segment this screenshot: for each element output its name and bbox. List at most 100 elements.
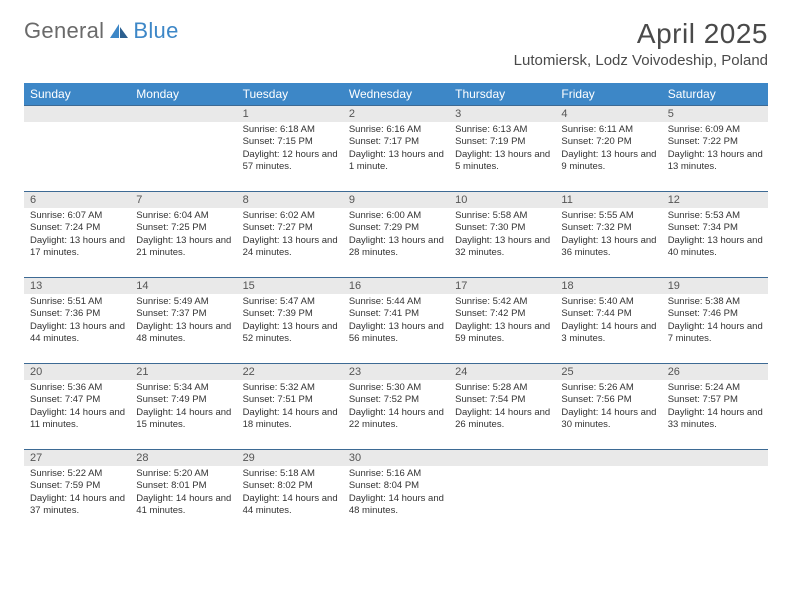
daylight-text: Daylight: 13 hours and 48 minutes. — [136, 321, 232, 346]
sunset-text: Sunset: 7:32 PM — [561, 222, 657, 234]
day-details — [662, 466, 768, 526]
logo-sail-icon — [108, 22, 130, 40]
calendar-day-cell: 5Sunrise: 6:09 AMSunset: 7:22 PMDaylight… — [662, 106, 768, 192]
calendar-day-cell — [662, 450, 768, 536]
daylight-text: Daylight: 14 hours and 30 minutes. — [561, 407, 657, 432]
calendar-day-cell — [449, 450, 555, 536]
sunset-text: Sunset: 7:37 PM — [136, 308, 232, 320]
sunset-text: Sunset: 7:52 PM — [349, 394, 445, 406]
day-details: Sunrise: 5:26 AMSunset: 7:56 PMDaylight:… — [555, 380, 661, 433]
sunrise-text: Sunrise: 5:26 AM — [561, 382, 657, 394]
calendar-day-cell: 3Sunrise: 6:13 AMSunset: 7:19 PMDaylight… — [449, 106, 555, 192]
sunrise-text: Sunrise: 5:49 AM — [136, 296, 232, 308]
calendar-day-cell: 18Sunrise: 5:40 AMSunset: 7:44 PMDayligh… — [555, 278, 661, 364]
calendar-table: Sunday Monday Tuesday Wednesday Thursday… — [24, 83, 768, 536]
sunset-text: Sunset: 7:15 PM — [243, 136, 339, 148]
sunrise-text: Sunrise: 6:07 AM — [30, 210, 126, 222]
sunrise-text: Sunrise: 6:13 AM — [455, 124, 551, 136]
calendar-week-row: 1Sunrise: 6:18 AMSunset: 7:15 PMDaylight… — [24, 106, 768, 192]
sunset-text: Sunset: 7:41 PM — [349, 308, 445, 320]
weekday-header: Saturday — [662, 83, 768, 106]
day-number — [449, 450, 555, 466]
day-details: Sunrise: 6:04 AMSunset: 7:25 PMDaylight:… — [130, 208, 236, 261]
calendar-day-cell: 10Sunrise: 5:58 AMSunset: 7:30 PMDayligh… — [449, 192, 555, 278]
day-details: Sunrise: 5:28 AMSunset: 7:54 PMDaylight:… — [449, 380, 555, 433]
day-number: 15 — [237, 278, 343, 294]
daylight-text: Daylight: 13 hours and 44 minutes. — [30, 321, 126, 346]
calendar-page: General Blue April 2025 Lutomiersk, Lodz… — [0, 0, 792, 536]
day-details — [555, 466, 661, 526]
day-number — [24, 106, 130, 122]
day-details: Sunrise: 6:00 AMSunset: 7:29 PMDaylight:… — [343, 208, 449, 261]
weekday-header-row: Sunday Monday Tuesday Wednesday Thursday… — [24, 83, 768, 106]
sunset-text: Sunset: 8:04 PM — [349, 480, 445, 492]
daylight-text: Daylight: 14 hours and 48 minutes. — [349, 493, 445, 518]
sunrise-text: Sunrise: 5:22 AM — [30, 468, 126, 480]
daylight-text: Daylight: 13 hours and 9 minutes. — [561, 149, 657, 174]
sunrise-text: Sunrise: 5:44 AM — [349, 296, 445, 308]
sunrise-text: Sunrise: 5:42 AM — [455, 296, 551, 308]
day-number: 7 — [130, 192, 236, 208]
sunset-text: Sunset: 7:56 PM — [561, 394, 657, 406]
day-number: 21 — [130, 364, 236, 380]
day-details: Sunrise: 5:47 AMSunset: 7:39 PMDaylight:… — [237, 294, 343, 347]
sunset-text: Sunset: 7:19 PM — [455, 136, 551, 148]
page-header: General Blue April 2025 Lutomiersk, Lodz… — [24, 18, 768, 69]
day-details: Sunrise: 5:38 AMSunset: 7:46 PMDaylight:… — [662, 294, 768, 347]
daylight-text: Daylight: 14 hours and 11 minutes. — [30, 407, 126, 432]
calendar-day-cell: 19Sunrise: 5:38 AMSunset: 7:46 PMDayligh… — [662, 278, 768, 364]
calendar-day-cell: 17Sunrise: 5:42 AMSunset: 7:42 PMDayligh… — [449, 278, 555, 364]
calendar-day-cell: 4Sunrise: 6:11 AMSunset: 7:20 PMDaylight… — [555, 106, 661, 192]
sunset-text: Sunset: 7:54 PM — [455, 394, 551, 406]
title-block: April 2025 Lutomiersk, Lodz Voivodeship,… — [514, 18, 768, 69]
sunset-text: Sunset: 7:24 PM — [30, 222, 126, 234]
daylight-text: Daylight: 14 hours and 44 minutes. — [243, 493, 339, 518]
sunrise-text: Sunrise: 6:16 AM — [349, 124, 445, 136]
sunset-text: Sunset: 7:29 PM — [349, 222, 445, 234]
day-details: Sunrise: 5:32 AMSunset: 7:51 PMDaylight:… — [237, 380, 343, 433]
daylight-text: Daylight: 14 hours and 26 minutes. — [455, 407, 551, 432]
sunset-text: Sunset: 7:57 PM — [668, 394, 764, 406]
day-details: Sunrise: 5:53 AMSunset: 7:34 PMDaylight:… — [662, 208, 768, 261]
sunrise-text: Sunrise: 5:30 AM — [349, 382, 445, 394]
calendar-day-cell — [24, 106, 130, 192]
sunset-text: Sunset: 7:44 PM — [561, 308, 657, 320]
sunset-text: Sunset: 8:02 PM — [243, 480, 339, 492]
day-details: Sunrise: 5:16 AMSunset: 8:04 PMDaylight:… — [343, 466, 449, 519]
day-number: 2 — [343, 106, 449, 122]
daylight-text: Daylight: 14 hours and 3 minutes. — [561, 321, 657, 346]
day-details: Sunrise: 5:34 AMSunset: 7:49 PMDaylight:… — [130, 380, 236, 433]
daylight-text: Daylight: 13 hours and 40 minutes. — [668, 235, 764, 260]
daylight-text: Daylight: 14 hours and 15 minutes. — [136, 407, 232, 432]
day-number: 16 — [343, 278, 449, 294]
day-details: Sunrise: 5:24 AMSunset: 7:57 PMDaylight:… — [662, 380, 768, 433]
day-number: 9 — [343, 192, 449, 208]
day-details: Sunrise: 6:02 AMSunset: 7:27 PMDaylight:… — [237, 208, 343, 261]
day-details: Sunrise: 6:11 AMSunset: 7:20 PMDaylight:… — [555, 122, 661, 175]
sunrise-text: Sunrise: 6:02 AM — [243, 210, 339, 222]
sunset-text: Sunset: 7:47 PM — [30, 394, 126, 406]
calendar-day-cell: 12Sunrise: 5:53 AMSunset: 7:34 PMDayligh… — [662, 192, 768, 278]
sunset-text: Sunset: 7:46 PM — [668, 308, 764, 320]
day-number: 12 — [662, 192, 768, 208]
sunrise-text: Sunrise: 5:38 AM — [668, 296, 764, 308]
daylight-text: Daylight: 12 hours and 57 minutes. — [243, 149, 339, 174]
calendar-week-row: 20Sunrise: 5:36 AMSunset: 7:47 PMDayligh… — [24, 364, 768, 450]
day-number: 23 — [343, 364, 449, 380]
weekday-header: Thursday — [449, 83, 555, 106]
logo-text-blue: Blue — [133, 18, 178, 44]
sunrise-text: Sunrise: 5:16 AM — [349, 468, 445, 480]
day-number: 26 — [662, 364, 768, 380]
calendar-day-cell: 27Sunrise: 5:22 AMSunset: 7:59 PMDayligh… — [24, 450, 130, 536]
calendar-day-cell: 14Sunrise: 5:49 AMSunset: 7:37 PMDayligh… — [130, 278, 236, 364]
sunrise-text: Sunrise: 5:20 AM — [136, 468, 232, 480]
daylight-text: Daylight: 14 hours and 18 minutes. — [243, 407, 339, 432]
sunrise-text: Sunrise: 6:11 AM — [561, 124, 657, 136]
sunrise-text: Sunrise: 5:28 AM — [455, 382, 551, 394]
day-number: 20 — [24, 364, 130, 380]
calendar-day-cell: 23Sunrise: 5:30 AMSunset: 7:52 PMDayligh… — [343, 364, 449, 450]
daylight-text: Daylight: 14 hours and 7 minutes. — [668, 321, 764, 346]
calendar-day-cell: 29Sunrise: 5:18 AMSunset: 8:02 PMDayligh… — [237, 450, 343, 536]
day-details: Sunrise: 6:16 AMSunset: 7:17 PMDaylight:… — [343, 122, 449, 175]
calendar-day-cell: 7Sunrise: 6:04 AMSunset: 7:25 PMDaylight… — [130, 192, 236, 278]
